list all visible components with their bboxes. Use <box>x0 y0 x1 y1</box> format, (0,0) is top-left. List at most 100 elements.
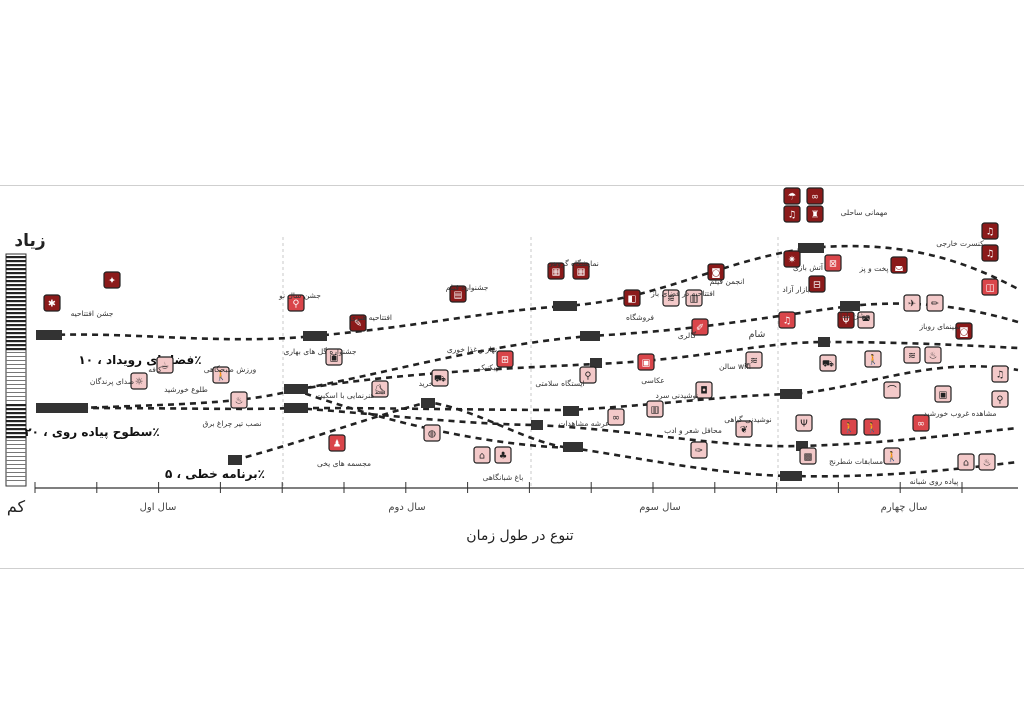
label-dinner: شام <box>749 329 766 340</box>
icon-glyph: ♜ <box>811 210 820 221</box>
scale-bar-stripe <box>6 468 26 469</box>
node-y4-walk <box>780 389 802 399</box>
bike-icon: ⚲ <box>579 366 597 384</box>
track-label-events: فضاهای رویداد ، ۱۰٪ <box>78 353 201 368</box>
fork-icon: Ψ <box>837 311 855 329</box>
icon-tile <box>981 244 999 262</box>
icon-glyph: ♨ <box>983 458 992 469</box>
party-icon: ✦ <box>103 271 121 289</box>
wifi-icon: ≋ <box>662 289 680 307</box>
music-icon: ♫ <box>981 244 999 262</box>
icon-glyph: ▥ <box>690 294 699 305</box>
cart-icon: ⛟ <box>819 354 837 372</box>
label-yalda: جشن یلدا <box>840 311 870 320</box>
scale-bar-stripe <box>6 472 26 473</box>
label-film-fest: جشنواره فیلم <box>446 283 489 292</box>
icon-glyph: ⛸ <box>374 384 386 396</box>
icon-glyph: ▦ <box>552 267 561 278</box>
scale-bar-stripe <box>6 376 26 377</box>
icon-glyph: ♫ <box>783 316 792 327</box>
y-high-label: زیاد <box>14 231 45 251</box>
basket-icon: ⊞ <box>496 350 514 368</box>
icon-tile <box>579 366 597 384</box>
icon-tile <box>795 414 813 432</box>
icon-glyph: ◫ <box>986 283 995 294</box>
icon-glyph: ≋ <box>667 294 675 305</box>
feather-icon: ✑ <box>690 441 708 459</box>
brush-icon: ✎ <box>349 314 367 332</box>
icon-glyph: ⚲ <box>293 299 300 310</box>
track-label-linear: برنامه خطی ، ۵٪ <box>165 467 265 481</box>
node-y3-walk <box>563 406 579 416</box>
icon-tile <box>103 271 121 289</box>
icon-glyph: ☕ <box>161 361 170 372</box>
label-cafe: کافه <box>148 365 162 374</box>
icon-glyph: ♨ <box>235 396 244 407</box>
pencil-icon: ✏ <box>926 294 944 312</box>
label-cook: پخت و پز <box>859 264 889 273</box>
node-linear-start <box>228 455 242 465</box>
icon-glyph: ✏ <box>931 299 939 310</box>
icon-tile <box>690 441 708 459</box>
camera-icon: ▣ <box>637 353 655 371</box>
icon-glyph: ∞ <box>811 192 819 203</box>
icon-glyph: Ψ <box>842 316 849 327</box>
music-icon: ♫ <box>991 365 1009 383</box>
icon-glyph: ⊠ <box>829 259 837 270</box>
label-art-opening: افتتاحیه هنری <box>350 313 392 322</box>
scale-bar-stripe <box>6 428 26 431</box>
icon-glyph: ⛟ <box>434 374 447 385</box>
lightbulb-icon: ♨ <box>924 346 942 364</box>
hanger-icon: ⌒ <box>883 381 901 399</box>
scale-bar-stripe <box>6 416 26 419</box>
scale-bar-stripe <box>6 336 26 339</box>
track-nodes <box>36 243 860 481</box>
icon-glyph: ▩ <box>804 452 813 463</box>
scale-bar-stripe <box>6 372 26 373</box>
scale-bar-stripe <box>6 332 26 335</box>
scale-bar-stripe <box>6 452 26 453</box>
curve-walk-mid <box>294 406 1019 448</box>
icon-glyph: ✈ <box>908 299 916 310</box>
lightbulb-icon: ♨ <box>978 453 996 471</box>
icon-glyph: ∞ <box>612 413 620 424</box>
scale-bar-stripe <box>6 456 26 457</box>
gallery-icon: ▦ <box>547 262 565 280</box>
icon-glyph: ◛ <box>894 261 903 272</box>
event-labels: جشن افتتاحیه کافه صدای پرندگان طلوع خورش… <box>71 208 997 486</box>
icon-tile <box>903 294 921 312</box>
drink-icon: ♜ <box>806 205 824 223</box>
icon-glyph: ♨ <box>929 351 938 362</box>
node-y3-fest <box>580 331 600 341</box>
scale-bar-stripe <box>6 408 26 411</box>
icon-tile <box>287 294 305 312</box>
label-photography: عکاسی <box>641 376 664 385</box>
year-label-3: سال سوم <box>639 502 681 513</box>
scale-bar-stripe <box>6 444 26 445</box>
icon-tile <box>978 453 996 471</box>
icon-tile <box>957 453 975 471</box>
label-nightly-garden: باغ شبانگاهی <box>483 473 524 482</box>
label-wifi-hall: سالن wifi <box>719 362 751 371</box>
book-icon: ▥ <box>646 400 664 418</box>
icon-glyph: ⊞ <box>501 355 509 366</box>
scale-bar <box>5 253 27 487</box>
cup-icon: ◘ <box>695 381 713 399</box>
icon-tile <box>783 205 801 223</box>
node-y1-cafe <box>284 384 308 394</box>
scale-bar-stripe <box>6 272 26 275</box>
icon-tile <box>130 372 148 390</box>
label-morning-sport: ورزش صبحگاهی <box>204 365 257 374</box>
icon-glyph: ◙ <box>711 268 720 279</box>
icon-glyph: ☼ <box>135 377 144 388</box>
walk-icon: 🚶 <box>212 366 230 384</box>
beach-icon: ☂ <box>783 187 801 205</box>
icon-tile <box>494 446 512 464</box>
icon-glyph: ♟ <box>333 439 342 450</box>
icon-tile <box>735 420 753 438</box>
event-icons: ✦ ✱ ☕ ☼ 🚶 ♨ ⚲ ▣ ✎ ⛸ ♟ ▤ ⛟ ⊞ ◍ ⌂ ♣ ▦ ▦ ⚲ ∞ ▣ ◘ ▥ ❦ ✑ ◧ ≋ ▥ ◙ ✐ ≋ ☂ ∞ ♫ ♜ ✷ ⊟ ⊠ ◛… <box>43 187 1009 471</box>
icon-glyph: ▣ <box>330 353 339 364</box>
icon-glyph: ⛟ <box>822 359 835 370</box>
icon-tile <box>572 262 590 280</box>
year-label-1: سال اول <box>140 502 177 513</box>
